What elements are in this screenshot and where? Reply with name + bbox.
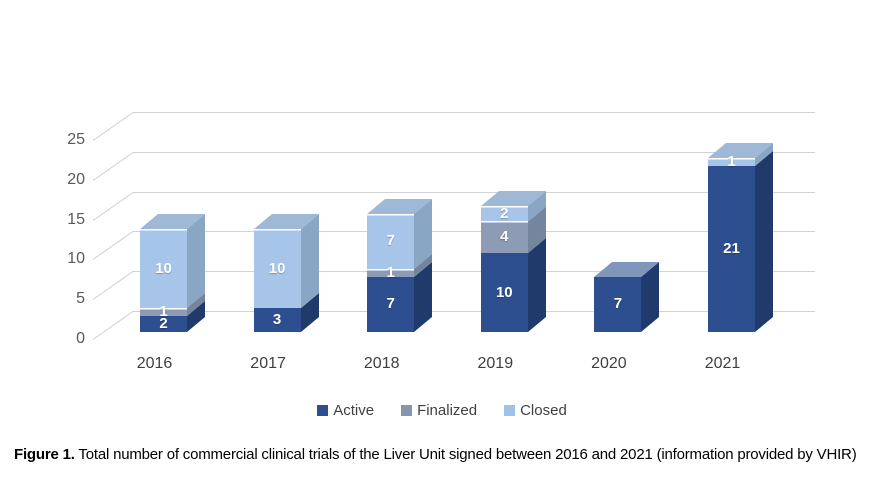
bar-segment-side	[300, 214, 319, 309]
bar-value-label: 3	[272, 311, 282, 329]
y-axis-tick-label: 5	[76, 290, 85, 308]
y-grid-depth-line	[92, 271, 134, 301]
bar-segment-front	[253, 229, 301, 309]
chart-legend: Active Finalized Closed	[0, 402, 884, 419]
bar-segment-front	[367, 213, 415, 269]
figure-caption-text: Total number of commercial clinical tria…	[74, 446, 857, 463]
bar-segment-front	[253, 308, 301, 332]
legend-label-finalized: Finalized	[417, 402, 478, 419]
bar-segment-front	[140, 308, 187, 317]
y-grid-depth-line	[92, 311, 134, 340]
bar-value-label: 21	[723, 240, 740, 258]
y-axis-tick-label: 20	[67, 170, 85, 188]
y-gridline	[133, 231, 815, 233]
bar-segment-front	[480, 221, 528, 253]
y-gridline	[133, 151, 815, 153]
y-grid-depth-line	[92, 231, 134, 261]
bar-segment-side	[187, 214, 205, 309]
bar-value-label: 7	[613, 295, 623, 313]
y-axis-tick-label: 10	[67, 250, 85, 268]
bar-value-label: 7	[386, 295, 395, 313]
y-grid-depth-line	[92, 151, 134, 181]
bar-value-label: 1	[386, 263, 395, 281]
bar-segment-front	[140, 229, 187, 309]
bar-segment-side	[527, 238, 546, 332]
bar-segment-front	[367, 276, 415, 332]
y-gridline	[133, 311, 815, 312]
bar-segment-front	[140, 316, 187, 332]
bar-value-label: 10	[268, 259, 286, 277]
bar-value-label: 1	[727, 153, 736, 171]
bar-segment-front	[480, 205, 528, 222]
bar-value-label: 1	[159, 303, 168, 321]
legend-label-closed: Closed	[520, 402, 567, 419]
bar-value-label: 2	[159, 315, 168, 333]
x-axis-category-label: 2019	[477, 355, 514, 372]
bar-value-label: 7	[386, 232, 395, 250]
legend-item-closed: Closed	[504, 402, 567, 419]
y-grid-depth-line	[92, 191, 134, 221]
legend-item-finalized: Finalized	[401, 402, 477, 419]
bar-segment-front	[480, 253, 528, 332]
x-axis-category-label: 2020	[591, 355, 627, 372]
legend-swatch-closed	[504, 405, 516, 416]
y-gridline	[133, 271, 815, 273]
y-grid-depth-line	[92, 112, 134, 141]
bar-segment-side	[755, 151, 773, 332]
legend-label-active: Active	[333, 402, 375, 419]
bar-segment-front	[367, 268, 415, 277]
bar-segment-front	[594, 276, 642, 332]
x-axis-category-label: 2018	[363, 355, 400, 372]
figure-caption-label: Figure 1.	[14, 446, 75, 463]
bar-value-label: 2	[500, 204, 509, 222]
bar-value-label: 10	[155, 259, 172, 277]
bar-value-label: 10	[495, 283, 513, 301]
y-axis-tick-label: 15	[67, 210, 85, 228]
y-gridline	[133, 191, 815, 193]
legend-item-active: Active	[317, 402, 374, 419]
x-axis-category-label: 2021	[704, 355, 741, 372]
x-axis-category-label: 2017	[250, 355, 286, 372]
y-axis-tick-label: 0	[76, 330, 85, 347]
legend-swatch-finalized	[401, 405, 413, 416]
figure-caption: Figure 1. Total number of commercial cli…	[14, 446, 880, 464]
bar-segment-front	[708, 158, 755, 167]
y-gridline	[133, 112, 815, 113]
bar-segment-front	[708, 166, 755, 332]
y-axis-tick-label: 25	[67, 131, 85, 148]
x-axis-category-label: 2016	[136, 355, 173, 372]
legend-swatch-active	[317, 405, 329, 416]
bar-value-label: 4	[500, 228, 509, 246]
